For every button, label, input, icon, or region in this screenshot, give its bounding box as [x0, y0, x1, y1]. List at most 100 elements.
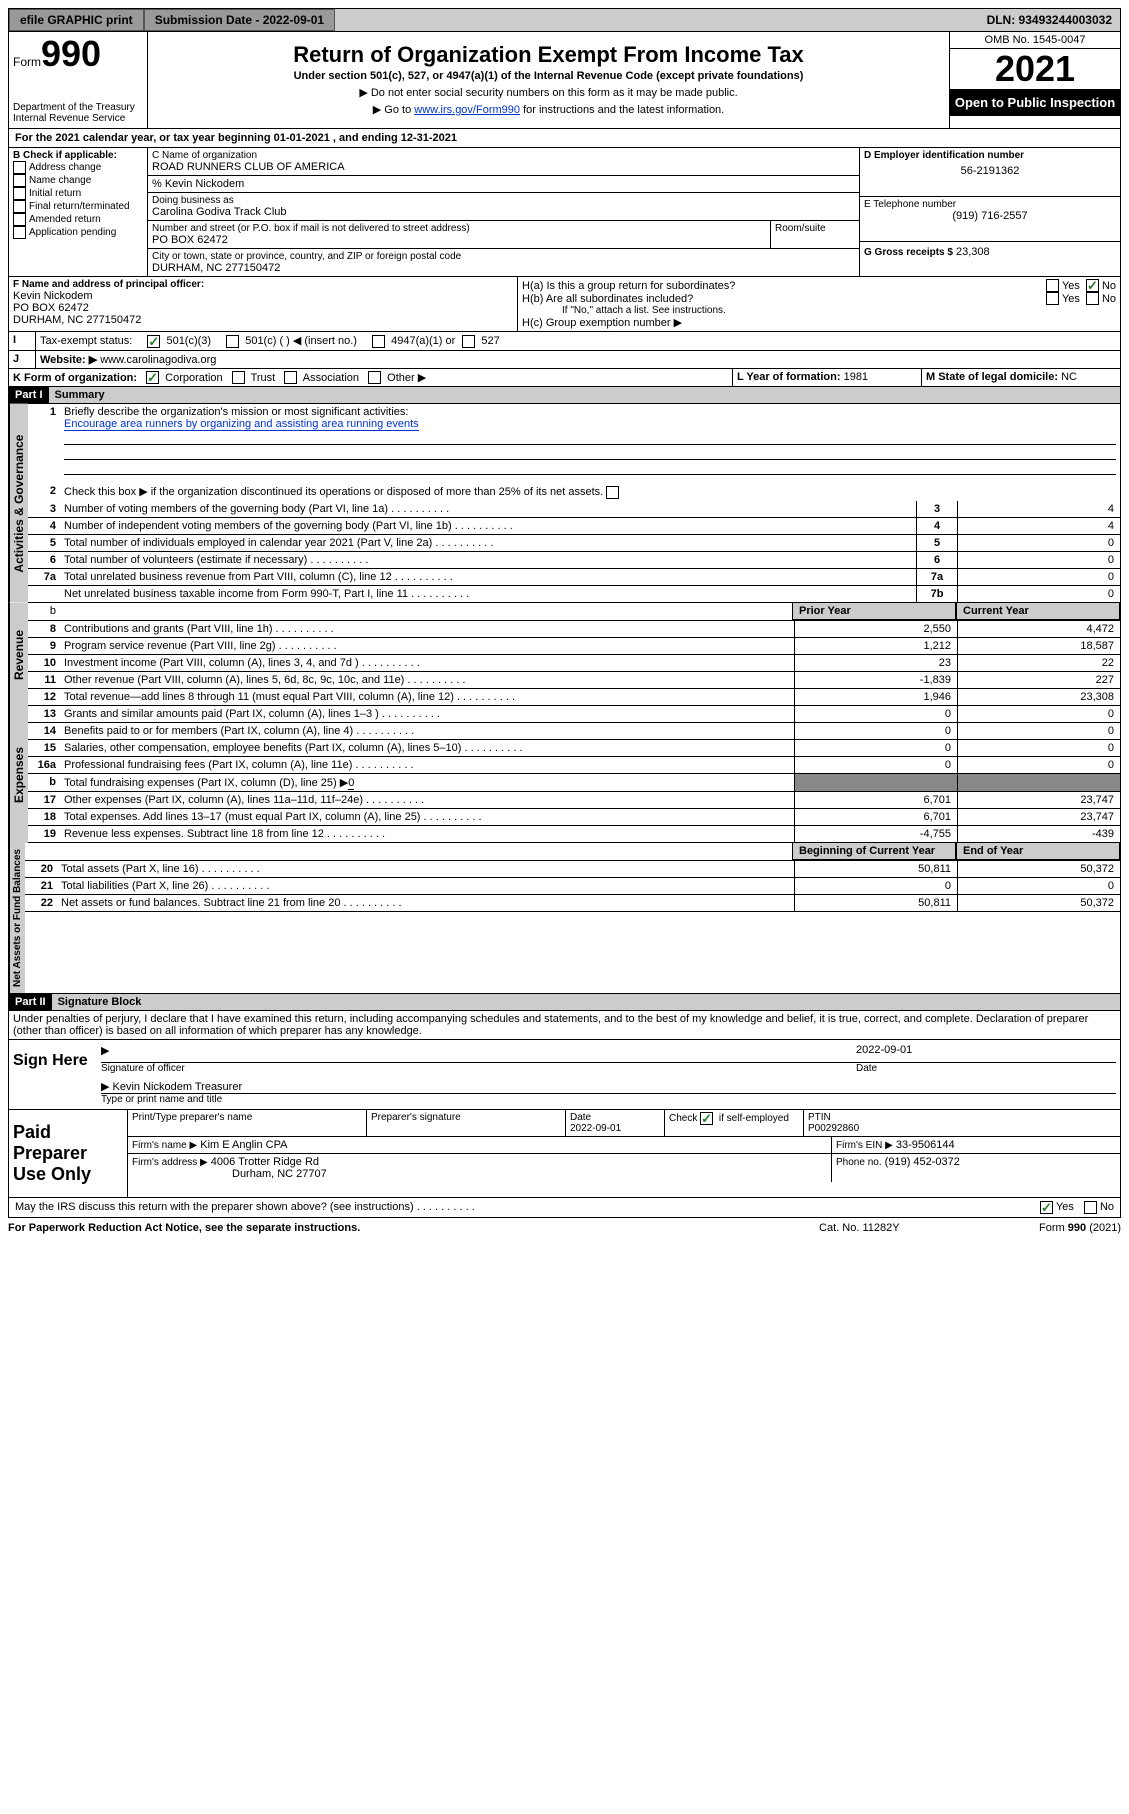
- line-num: 10: [28, 655, 60, 671]
- line16b-num: b: [28, 774, 60, 791]
- line-desc: Net unrelated business taxable income fr…: [60, 586, 916, 602]
- chk-4947[interactable]: [372, 335, 385, 348]
- chk-501c3[interactable]: [147, 335, 160, 348]
- col-end-year: End of Year: [956, 843, 1120, 860]
- chk-501c[interactable]: [226, 335, 239, 348]
- prior-value: -1,839: [794, 672, 957, 688]
- current-value: 4,472: [957, 621, 1120, 637]
- line-num: 8: [28, 621, 60, 637]
- dln: DLN: 93493244003032: [979, 10, 1120, 30]
- line-desc: Grants and similar amounts paid (Part IX…: [60, 706, 794, 722]
- hb-no[interactable]: [1086, 292, 1099, 305]
- line-desc: Salaries, other compensation, employee b…: [60, 740, 794, 756]
- note2-post: for instructions and the latest informat…: [520, 104, 724, 116]
- table-row: 18 Total expenses. Add lines 13–17 (must…: [28, 809, 1120, 826]
- table-row: 17 Other expenses (Part IX, column (A), …: [28, 792, 1120, 809]
- table-row: 21 Total liabilities (Part X, line 26) 0…: [25, 878, 1120, 895]
- irs-link[interactable]: www.irs.gov/Form990: [414, 104, 520, 116]
- self-employed: Check if self-employed: [665, 1110, 804, 1136]
- form-label: Form: [13, 55, 41, 69]
- chk-other[interactable]: [368, 371, 381, 384]
- state-domicile: NC: [1061, 371, 1077, 383]
- pt-name-label: Print/Type preparer's name: [128, 1110, 367, 1136]
- chk-corp[interactable]: [146, 371, 159, 384]
- opt-527: 527: [481, 335, 499, 347]
- chk-527[interactable]: [462, 335, 475, 348]
- discuss-yes[interactable]: [1040, 1201, 1053, 1214]
- firm-name-label: Firm's name ▶: [132, 1140, 197, 1151]
- chk-initial-return[interactable]: [13, 187, 26, 200]
- current-value: 23,747: [957, 809, 1120, 825]
- chk-self-employed[interactable]: [700, 1112, 713, 1125]
- line-num: 3: [28, 501, 60, 517]
- chk-application-pending[interactable]: [13, 226, 26, 239]
- city-label: City or town, state or province, country…: [152, 251, 855, 262]
- officer-name: Kevin Nickodem: [13, 290, 513, 302]
- prior-value: 0: [794, 723, 957, 739]
- chk-discontinued[interactable]: [606, 486, 619, 499]
- chk-assoc[interactable]: [284, 371, 297, 384]
- line-value: 0: [957, 552, 1120, 568]
- hb-note: If "No," attach a list. See instructions…: [522, 305, 1116, 316]
- line-num: 19: [28, 826, 60, 842]
- opt-501c: 501(c) ( ) ◀ (insert no.): [245, 335, 357, 347]
- cat-no: Cat. No. 11282Y: [819, 1222, 1039, 1234]
- sign-here-block: Sign Here ▶ Signature of officer 2022-09…: [8, 1040, 1121, 1110]
- line-value: 0: [957, 586, 1120, 602]
- current-value: 22: [957, 655, 1120, 671]
- line-num: 16a: [28, 757, 60, 773]
- line-desc: Investment income (Part VIII, column (A)…: [60, 655, 794, 671]
- discuss-no[interactable]: [1084, 1201, 1097, 1214]
- form-ref: Form 990 (2021): [1039, 1222, 1121, 1234]
- opt-corp: Corporation: [165, 372, 222, 384]
- net-assets-section: Net Assets or Fund Balances Beginning of…: [8, 843, 1121, 994]
- line16b-prior-shade: [794, 774, 957, 791]
- line-num: 22: [25, 895, 57, 911]
- chk-final-return[interactable]: [13, 200, 26, 213]
- tab-revenue: Revenue: [9, 603, 28, 706]
- current-value: 23,308: [957, 689, 1120, 705]
- chk-trust[interactable]: [232, 371, 245, 384]
- org-name: ROAD RUNNERS CLUB OF AMERICA: [152, 161, 855, 173]
- ha-no[interactable]: [1086, 279, 1099, 292]
- table-row: Net unrelated business taxable income fr…: [28, 586, 1120, 603]
- hb-yes[interactable]: [1046, 292, 1059, 305]
- current-value: 50,372: [957, 895, 1120, 911]
- line-box: 4: [916, 518, 957, 534]
- page-footer: For Paperwork Reduction Act Notice, see …: [8, 1218, 1121, 1234]
- opt-application-pending: Application pending: [29, 227, 116, 238]
- line-desc: Contributions and grants (Part VIII, lin…: [60, 621, 794, 637]
- line16b-desc: Total fundraising expenses (Part IX, col…: [64, 777, 348, 789]
- line-desc: Total unrelated business revenue from Pa…: [60, 569, 916, 585]
- j-row: J Website: ▶ www.carolinagodiva.org: [8, 351, 1121, 369]
- i-label: Tax-exempt status:: [40, 335, 132, 347]
- chk-name-change[interactable]: [13, 174, 26, 187]
- b-label: B Check if applicable:: [13, 150, 143, 161]
- line-num: 15: [28, 740, 60, 756]
- line-desc: Professional fundraising fees (Part IX, …: [60, 757, 794, 773]
- website: www.carolinagodiva.org: [100, 354, 216, 366]
- prior-value: 0: [794, 878, 957, 894]
- prep-date: 2022-09-01: [570, 1123, 621, 1134]
- line-num: 14: [28, 723, 60, 739]
- sig-date: 2022-09-01: [856, 1044, 1116, 1062]
- line-num: 13: [28, 706, 60, 722]
- line-desc: Total number of individuals employed in …: [60, 535, 916, 551]
- opt-initial-return: Initial return: [29, 188, 81, 199]
- current-value: 50,372: [957, 861, 1120, 877]
- line-num: 5: [28, 535, 60, 551]
- current-value: 0: [957, 723, 1120, 739]
- chk-address-change[interactable]: [13, 161, 26, 174]
- table-row: 22 Net assets or fund balances. Subtract…: [25, 895, 1120, 912]
- part1-hdr: Part I: [9, 387, 49, 403]
- efile-print-button[interactable]: efile GRAPHIC print: [9, 9, 144, 31]
- chk-amended-return[interactable]: [13, 213, 26, 226]
- street-address: PO BOX 62472: [152, 234, 766, 246]
- submission-date: Submission Date - 2022-09-01: [144, 9, 335, 31]
- form-note-ssn: ▶ Do not enter social security numbers o…: [156, 86, 941, 99]
- prior-value: 23: [794, 655, 957, 671]
- ha-yes[interactable]: [1046, 279, 1059, 292]
- part2-hdr: Part II: [9, 994, 52, 1010]
- firm-phone: (919) 452-0372: [885, 1156, 960, 1168]
- prior-value: 0: [794, 740, 957, 756]
